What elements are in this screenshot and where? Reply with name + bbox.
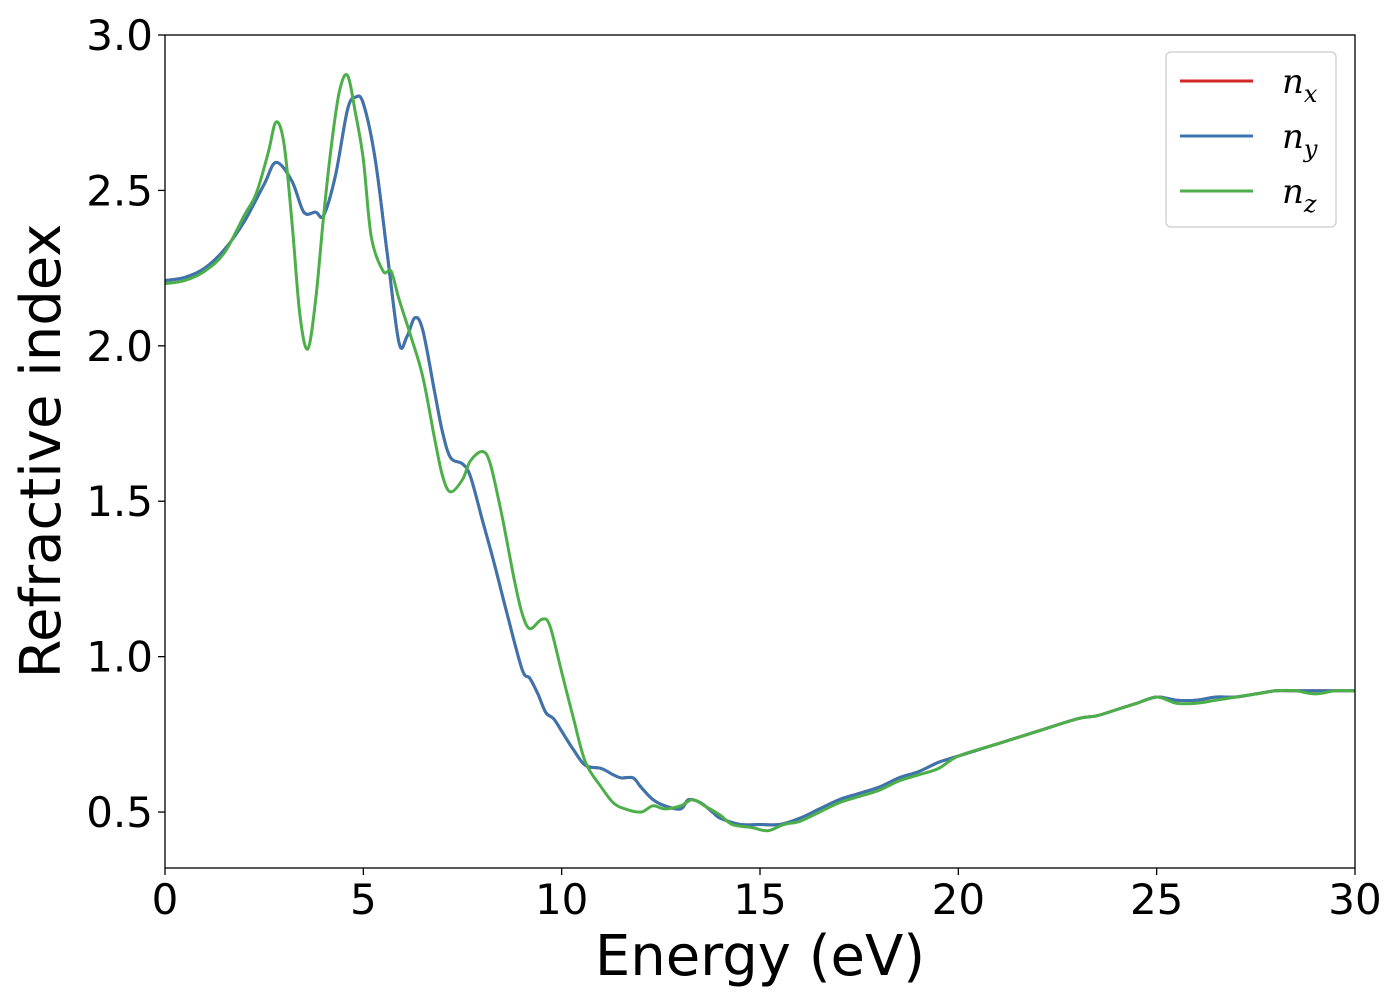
x-tick-label: 0 — [152, 875, 179, 924]
x-tick-label: 20 — [932, 875, 985, 924]
x-tick-label: 15 — [733, 875, 786, 924]
x-tick-label: 10 — [535, 875, 588, 924]
y-axis: 0.5 1.0 1.5 2.0 2.5 3.0 — [86, 11, 165, 837]
legend-frame — [1165, 51, 1337, 228]
y-tick-label: 3.0 — [86, 11, 153, 60]
x-axis: 0 5 10 15 20 25 30 — [152, 868, 1382, 924]
series-layer — [164, 73, 1356, 833]
plot-area — [165, 35, 1355, 868]
y-tick-label: 1.0 — [86, 633, 153, 682]
x-tick-label: 25 — [1130, 875, 1183, 924]
y-tick-label: 2.0 — [86, 322, 153, 371]
x-tick-label: 5 — [350, 875, 377, 924]
y-axis-title: Refractive index — [9, 224, 74, 679]
series-line-z — [164, 73, 1356, 833]
legend-label-x: nx — [1282, 62, 1318, 108]
y-tick-label: 0.5 — [86, 788, 153, 837]
y-tick-label: 2.5 — [86, 166, 153, 215]
x-axis-title: Energy (eV) — [595, 924, 925, 989]
legend-label-y: ny — [1282, 117, 1318, 163]
legend: nx ny nz — [1165, 51, 1337, 228]
x-tick-label: 30 — [1328, 875, 1381, 924]
y-tick-label: 1.5 — [86, 477, 153, 526]
legend-label-z: nz — [1282, 172, 1317, 218]
